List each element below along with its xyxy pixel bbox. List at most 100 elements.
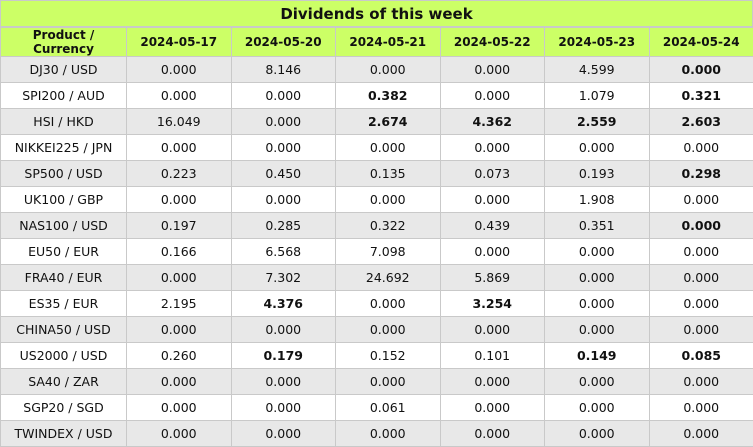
product-cell: ES35 / EUR	[1, 291, 127, 317]
product-cell: CHINA50 / USD	[1, 317, 127, 343]
dividend-value-cell: 0.073	[440, 161, 545, 187]
dividend-value-cell: 24.692	[336, 265, 441, 291]
column-header-date: 2024-05-20	[231, 28, 336, 57]
dividend-value-cell: 0.000	[127, 135, 232, 161]
dividend-value-cell: 2.559	[545, 109, 650, 135]
dividend-value-cell: 0.000	[336, 421, 441, 447]
dividend-value-cell: 0.000	[231, 317, 336, 343]
dividend-value-cell: 0.197	[127, 213, 232, 239]
product-cell: US2000 / USD	[1, 343, 127, 369]
dividend-value-cell: 4.376	[231, 291, 336, 317]
dividend-value-cell: 0.223	[127, 161, 232, 187]
product-cell: SGP20 / SGD	[1, 395, 127, 421]
column-header-date: 2024-05-17	[127, 28, 232, 57]
dividend-value-cell: 0.000	[649, 57, 753, 83]
dividend-value-cell: 0.000	[127, 395, 232, 421]
dividend-value-cell: 0.000	[336, 369, 441, 395]
product-cell: EU50 / EUR	[1, 239, 127, 265]
product-cell: SPI200 / AUD	[1, 83, 127, 109]
column-header-date: 2024-05-24	[649, 28, 753, 57]
dividend-value-cell: 3.254	[440, 291, 545, 317]
dividend-value-cell: 0.000	[440, 395, 545, 421]
dividend-value-cell: 2.603	[649, 109, 753, 135]
dividend-value-cell: 0.149	[545, 343, 650, 369]
header-row: Product / Currency 2024-05-17 2024-05-20…	[1, 28, 753, 57]
dividend-value-cell: 0.000	[545, 239, 650, 265]
dividend-value-cell: 0.166	[127, 239, 232, 265]
dividend-value-cell: 4.599	[545, 57, 650, 83]
dividend-value-cell: 0.000	[545, 369, 650, 395]
dividend-value-cell: 0.000	[440, 239, 545, 265]
dividend-value-cell: 0.000	[231, 421, 336, 447]
table-title: Dividends of this week	[0, 0, 753, 27]
dividend-value-cell: 0.000	[649, 421, 753, 447]
dividend-value-cell: 2.195	[127, 291, 232, 317]
dividends-widget: Dividends of this week Product / Currenc…	[0, 0, 753, 438]
dividend-value-cell: 0.000	[545, 421, 650, 447]
dividend-value-cell: 0.000	[545, 135, 650, 161]
dividend-value-cell: 0.000	[127, 83, 232, 109]
dividend-value-cell: 0.000	[440, 317, 545, 343]
dividend-value-cell: 0.000	[649, 265, 753, 291]
dividend-value-cell: 0.000	[127, 265, 232, 291]
dividend-value-cell: 4.362	[440, 109, 545, 135]
product-cell: HSI / HKD	[1, 109, 127, 135]
product-cell: TWINDEX / USD	[1, 421, 127, 447]
dividend-value-cell: 1.079	[545, 83, 650, 109]
dividend-value-cell: 0.193	[545, 161, 650, 187]
dividend-value-cell: 0.000	[127, 317, 232, 343]
dividend-value-cell: 8.146	[231, 57, 336, 83]
dividend-value-cell: 0.000	[440, 83, 545, 109]
column-header-date: 2024-05-23	[545, 28, 650, 57]
dividend-value-cell: 0.000	[127, 369, 232, 395]
dividend-value-cell: 0.085	[649, 343, 753, 369]
dividend-value-cell: 5.869	[440, 265, 545, 291]
product-cell: NAS100 / USD	[1, 213, 127, 239]
product-cell: UK100 / GBP	[1, 187, 127, 213]
dividend-value-cell: 0.000	[649, 187, 753, 213]
dividend-value-cell: 0.439	[440, 213, 545, 239]
dividend-value-cell: 7.302	[231, 265, 336, 291]
dividend-value-cell: 0.298	[649, 161, 753, 187]
dividend-value-cell: 0.152	[336, 343, 441, 369]
dividend-value-cell: 0.000	[231, 83, 336, 109]
dividend-value-cell: 0.450	[231, 161, 336, 187]
dividend-value-cell: 0.382	[336, 83, 441, 109]
dividend-value-cell: 0.000	[649, 291, 753, 317]
dividends-table: Product / Currency 2024-05-17 2024-05-20…	[0, 27, 753, 447]
dividend-value-cell: 0.000	[231, 187, 336, 213]
dividend-value-cell: 7.098	[336, 239, 441, 265]
dividend-value-cell: 0.000	[336, 57, 441, 83]
dividend-value-cell: 0.000	[649, 317, 753, 343]
dividend-value-cell: 16.049	[127, 109, 232, 135]
dividend-value-cell: 0.000	[440, 57, 545, 83]
product-cell: FRA40 / EUR	[1, 265, 127, 291]
dividend-value-cell: 0.000	[440, 369, 545, 395]
dividend-value-cell: 0.000	[336, 135, 441, 161]
dividend-value-cell: 0.260	[127, 343, 232, 369]
dividend-value-cell: 0.000	[336, 291, 441, 317]
dividend-value-cell: 0.061	[336, 395, 441, 421]
product-cell: SA40 / ZAR	[1, 369, 127, 395]
dividend-value-cell: 0.000	[440, 421, 545, 447]
dividend-value-cell: 0.000	[127, 421, 232, 447]
dividend-value-cell: 0.000	[231, 135, 336, 161]
dividend-value-cell: 0.000	[231, 109, 336, 135]
dividend-value-cell: 0.000	[440, 187, 545, 213]
dividend-value-cell: 2.674	[336, 109, 441, 135]
product-cell: SP500 / USD	[1, 161, 127, 187]
dividend-value-cell: 0.322	[336, 213, 441, 239]
dividend-value-cell: 0.135	[336, 161, 441, 187]
dividend-value-cell: 0.000	[231, 369, 336, 395]
dividend-value-cell: 6.568	[231, 239, 336, 265]
